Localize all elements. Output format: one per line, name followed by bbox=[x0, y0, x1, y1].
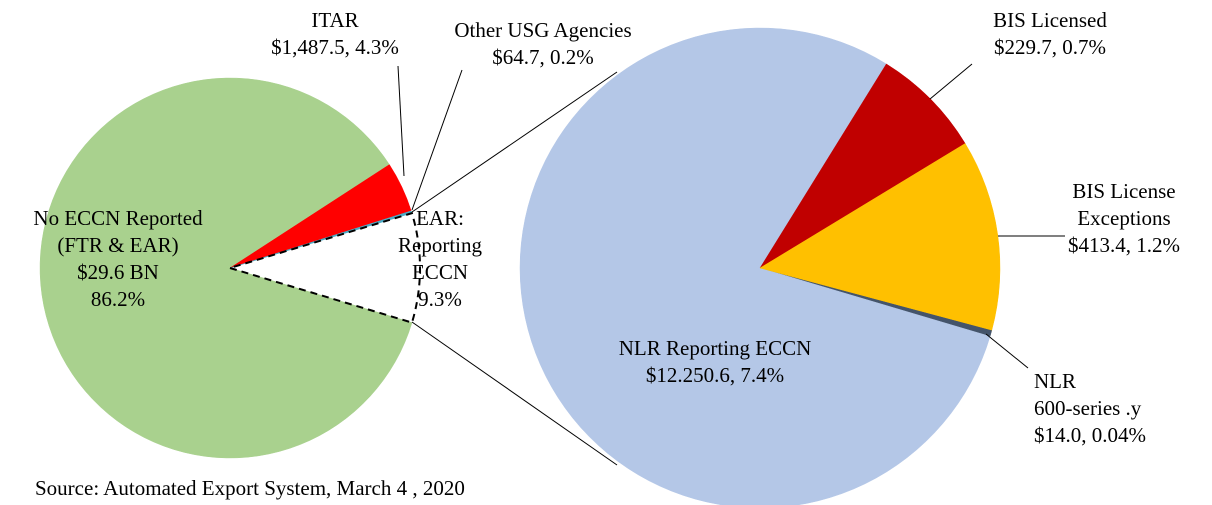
pie-slice bbox=[39, 77, 413, 459]
slice-label: Reporting bbox=[398, 233, 482, 257]
leader-line bbox=[985, 333, 1029, 369]
slice-label: BIS Licensed bbox=[993, 8, 1107, 32]
slice-label: ECCN bbox=[412, 260, 468, 284]
slice-label: 600-series .y bbox=[1034, 396, 1142, 420]
data-label: 9.3% bbox=[418, 287, 462, 311]
leader-line bbox=[411, 69, 463, 211]
data-label: $413.4, 1.2% bbox=[1068, 233, 1180, 257]
data-label: $229.7, 0.7% bbox=[994, 35, 1106, 59]
slice-label: NLR Reporting ECCN bbox=[619, 336, 812, 360]
slice-label: (FTR & EAR) bbox=[57, 233, 178, 257]
slice-label: BIS License bbox=[1072, 179, 1175, 203]
slice-label: Exceptions bbox=[1077, 206, 1170, 230]
source-note: Source: Automated Export System, March 4… bbox=[35, 476, 465, 500]
data-label: $1,487.5, 4.3% bbox=[271, 35, 399, 59]
pie-slice bbox=[226, 211, 421, 324]
slice-label: No ECCN Reported bbox=[33, 206, 203, 230]
connector-line bbox=[411, 321, 618, 466]
data-label: 86.2% bbox=[91, 287, 145, 311]
connector-line bbox=[411, 71, 618, 213]
pie-slice bbox=[519, 27, 991, 505]
slice-label: Other USG Agencies bbox=[454, 18, 631, 42]
slice-label: ITAR bbox=[311, 8, 358, 32]
data-label: $29.6 BN bbox=[77, 260, 159, 284]
data-label: $14.0, 0.04% bbox=[1034, 423, 1146, 447]
slice-label: NLR bbox=[1034, 369, 1076, 393]
leader-line bbox=[929, 63, 973, 100]
data-label: $12.250.6, 7.4% bbox=[646, 363, 784, 387]
slice-label: EAR: bbox=[416, 206, 464, 230]
data-label: $64.7, 0.2% bbox=[492, 45, 594, 69]
leader-line bbox=[397, 65, 405, 177]
pie-slice bbox=[759, 143, 1001, 331]
